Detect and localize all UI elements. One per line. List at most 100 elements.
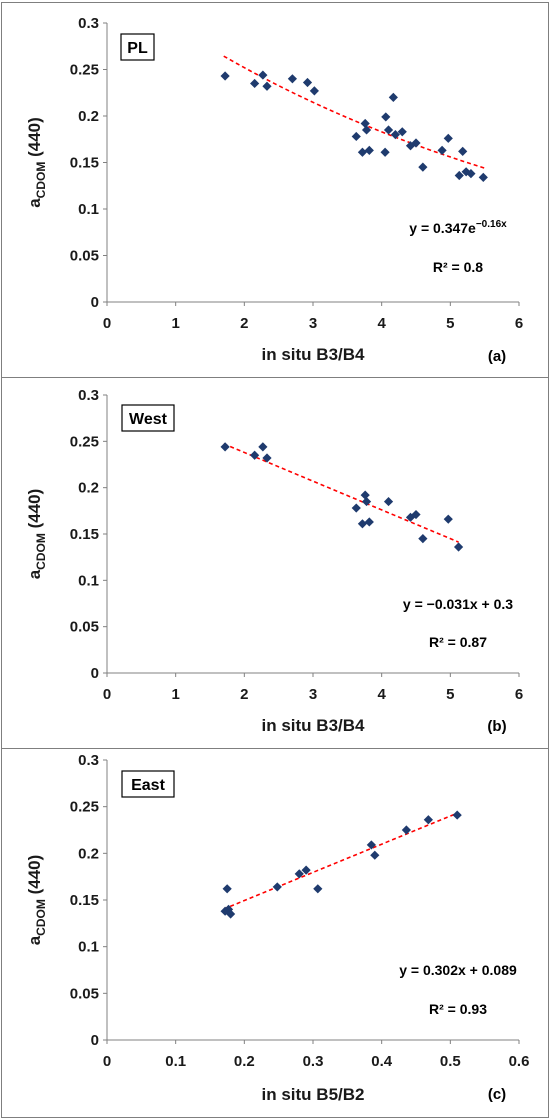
data-point <box>220 71 230 81</box>
chart-panel-0: 0 0.05 0.1 0.15 0.2 0.25 0.3 0 1 2 3 4 5 6 in situ B3/… <box>1 2 549 378</box>
equation-label: y = 0.302x + 0.089 <box>399 962 517 978</box>
trend-line <box>223 812 458 910</box>
x-tick-label: 2 <box>240 686 248 703</box>
x-tick-label: 0.4 <box>371 1053 393 1070</box>
data-point <box>423 815 433 825</box>
data-point <box>401 825 411 835</box>
panel-letter: (a) <box>488 348 506 365</box>
data-point <box>360 490 370 500</box>
x-tick-label: 3 <box>309 686 317 703</box>
x-tick-label: 4 <box>377 686 386 703</box>
data-point <box>411 509 421 520</box>
data-point <box>272 882 282 892</box>
y-axis-label-sub: CDOM <box>34 162 48 199</box>
r-squared-label: R² = 0.8 <box>433 259 483 275</box>
x-tick-label: 6 <box>515 686 523 703</box>
r-squared-label: R² = 0.87 <box>429 634 487 650</box>
data-point <box>478 172 488 182</box>
y-axis-label: aCDOM (440) <box>25 489 48 580</box>
data-point <box>411 138 421 148</box>
y-axis-label-main: a <box>25 198 44 208</box>
y-tick-label: 0.15 <box>70 155 99 172</box>
data-point <box>309 86 319 96</box>
y-tick-label: 0 <box>91 665 99 682</box>
panel-frame <box>1 377 549 749</box>
data-point <box>222 884 232 894</box>
y-tick-label: 0.3 <box>78 752 99 769</box>
y-tick-label: 0.25 <box>70 433 99 450</box>
x-tick-label: 0 <box>103 315 111 332</box>
panel-tag: PL <box>127 40 148 57</box>
data-point <box>262 453 272 463</box>
y-tick-label: 0.05 <box>70 619 99 636</box>
data-point <box>364 517 374 527</box>
x-tick-label: 0 <box>103 686 111 703</box>
panel-tag: East <box>131 777 165 794</box>
y-tick-label: 0.1 <box>78 572 99 589</box>
y-tick-label: 0.2 <box>78 480 99 497</box>
r-squared-label: R² = 0.93 <box>429 1001 487 1017</box>
data-point <box>443 133 453 143</box>
panel-frame <box>1 2 549 378</box>
panel-tag-box <box>121 404 175 432</box>
x-tick-label: 0.1 <box>165 1053 186 1070</box>
data-point <box>466 169 476 179</box>
data-point <box>418 534 428 544</box>
chart-panel-2: 0 0.05 0.1 0.15 0.2 0.25 0.3 0 0.1 0.2 0.3 0.4 0.5 0.… <box>1 748 549 1118</box>
equation-main: y = 0.302x + 0.089 <box>399 962 517 978</box>
data-point <box>250 450 260 460</box>
data-point <box>258 70 268 80</box>
data-point <box>452 810 462 820</box>
y-tick-label: 0.15 <box>70 892 99 909</box>
x-tick-label: 3 <box>309 315 317 332</box>
panel-tag-box <box>120 33 155 61</box>
panel-letter: (c) <box>488 1086 506 1103</box>
trend-line <box>223 443 459 543</box>
y-tick-label: 0 <box>91 294 99 311</box>
x-tick-label: 1 <box>171 315 179 332</box>
x-tick-label: 2 <box>240 315 248 332</box>
data-point <box>405 141 416 151</box>
y-axis-label-tail: (440) <box>25 117 44 161</box>
data-point <box>453 542 464 552</box>
y-axis-label-sub: CDOM <box>34 899 48 936</box>
equation-label: y = 0.347e−0.16x <box>409 219 507 236</box>
panel-frame <box>1 748 549 1118</box>
y-axis-label-sub: CDOM <box>34 533 48 570</box>
data-point <box>302 77 313 88</box>
data-point <box>454 170 464 181</box>
data-point <box>351 503 361 513</box>
y-tick-label: 0.25 <box>70 799 99 816</box>
data-point <box>443 514 453 524</box>
data-point <box>351 131 361 142</box>
data-point <box>361 496 372 507</box>
y-tick-label: 0.15 <box>70 526 99 543</box>
x-tick-label: 6 <box>515 315 523 332</box>
y-axis-label-tail: (440) <box>25 489 44 533</box>
data-point <box>262 81 272 91</box>
data-point <box>361 125 372 135</box>
y-tick-label: 0.1 <box>78 201 99 218</box>
y-tick-label: 0.05 <box>70 985 99 1002</box>
y-tick-label: 0.3 <box>78 15 99 32</box>
x-tick-label: 0.6 <box>509 1053 530 1070</box>
y-axis-label-main: a <box>25 935 44 945</box>
data-point <box>258 442 268 452</box>
equation-sup: −0.16x <box>476 219 507 230</box>
data-point <box>380 147 390 157</box>
data-point <box>357 519 368 529</box>
y-axis-label-main: a <box>25 569 44 579</box>
data-point <box>383 496 394 507</box>
data-point <box>223 904 234 914</box>
data-point <box>301 865 311 875</box>
x-tick-label: 0 <box>103 1053 111 1070</box>
x-tick-label: 4 <box>377 315 386 332</box>
y-tick-label: 0.05 <box>70 248 99 265</box>
y-tick-label: 0.3 <box>78 387 99 404</box>
data-point <box>357 147 368 157</box>
y-axis-label: aCDOM (440) <box>25 855 48 946</box>
x-tick-label: 1 <box>171 686 179 703</box>
data-point <box>250 78 260 89</box>
data-point <box>381 112 391 122</box>
